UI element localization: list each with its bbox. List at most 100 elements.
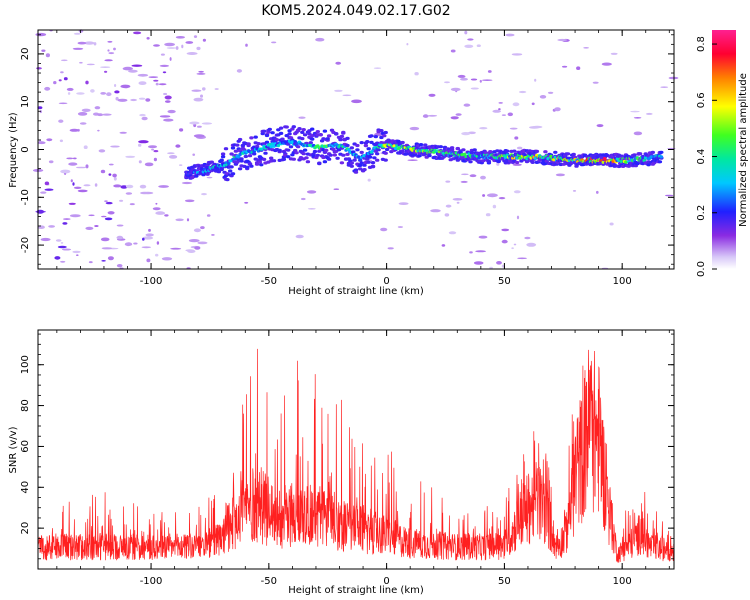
spectrogram-ridge-halo — [524, 160, 530, 164]
spectrogram-ridge-halo — [233, 149, 239, 153]
spectrogram-noise-cell — [84, 41, 95, 45]
spectrogram-noise-cell — [189, 121, 200, 125]
spectrogram-noise-cell — [456, 201, 460, 204]
spectrogram-ridge-halo — [366, 160, 371, 164]
spectrogram-ridge-halo — [468, 160, 473, 164]
spectrogram-noise-cell — [151, 148, 155, 151]
spectrogram-ridge-halo — [345, 136, 350, 140]
spectrogram-ridge-halo — [209, 160, 214, 164]
spectrogram-ridge-halo — [310, 127, 315, 131]
spectrogram-ridge-halo — [341, 131, 346, 135]
spectrogram-ridge-halo — [339, 134, 345, 138]
spectrogram-ridge-halo — [315, 130, 320, 134]
spectrogram-noise-cell — [37, 141, 46, 145]
spectrogram-noise-cell — [334, 89, 343, 92]
spectrogram-ridge-halo — [237, 167, 243, 171]
snr-x-ticks: -100 -50 0 50 100 — [56, 330, 670, 587]
spectrogram-noise-cell — [153, 150, 159, 153]
spectrogram-noise-cell — [77, 189, 88, 193]
spectrogram-ridge-halo — [301, 152, 306, 156]
spectrogram-noise-cell — [518, 90, 527, 94]
spectrogram-ridge-cell — [552, 158, 556, 162]
spectrogram-noise-cell — [441, 244, 446, 247]
spectrogram-noise-cell — [496, 163, 500, 166]
spectrogram-noise-cell — [44, 86, 51, 91]
spectrogram-noise-cell — [524, 236, 531, 240]
spectrogram-ridge-halo — [252, 152, 257, 156]
spectrogram-noise-cell — [37, 106, 43, 110]
spectrogram-ridge-halo — [449, 146, 455, 150]
spectrogram-noise-cell — [107, 49, 110, 52]
spectrogram-ridge-halo — [659, 150, 664, 154]
spectrogram-noise-cell — [422, 114, 429, 118]
spectrogram-noise-cell — [198, 70, 204, 73]
y-tick-label: 20 — [20, 522, 31, 535]
spectrogram-noise-cell — [513, 190, 521, 194]
spectrogram-noise-cell — [90, 89, 95, 93]
spectrogram-noise-cell — [196, 73, 206, 75]
spectrogram-noise-cell — [120, 185, 128, 189]
spectrogram-noise-cell — [158, 185, 170, 188]
spectrogram-noise-cell — [146, 258, 151, 263]
spectrogram-noise-cell — [455, 113, 462, 116]
spectrogram-noise-cell — [557, 38, 568, 42]
spectrogram-noise-cell — [159, 64, 170, 67]
spectrogram-noise-cell — [67, 92, 71, 95]
spectrogram-ridge-halo — [370, 165, 376, 169]
spectrogram-ridge-halo — [245, 165, 250, 169]
spectrogram-noise-cell — [85, 80, 89, 85]
spectrogram-noise-cell — [66, 87, 74, 91]
spectrogram-noise-cell — [380, 227, 388, 232]
spectrogram-noise-cell — [58, 102, 68, 105]
spectrogram-noise-cell — [554, 107, 561, 112]
spectrogram-noise-cell — [107, 256, 114, 261]
spectrogram-noise-cell — [610, 52, 618, 55]
spectrogram-ridge-halo — [257, 160, 263, 164]
spectrogram-noise-cell — [185, 41, 194, 44]
spectrogram-noise-cell — [169, 155, 178, 159]
spectrogram-noise-cell — [141, 116, 148, 121]
spectrogram-noise-cell — [131, 64, 143, 67]
spectrogram-ridge-cell — [624, 160, 628, 164]
spectrogram-noise-cell — [427, 114, 438, 117]
spectrogram-ridge-halo — [260, 132, 265, 136]
spectrogram-ridge-halo — [438, 145, 443, 149]
y-tick-label: -10 — [20, 189, 31, 205]
spectrogram-noise-cell — [142, 237, 145, 241]
colorbar-ticks: 0.0 0.2 0.4 0.6 0.8 — [696, 36, 717, 277]
spectrogram-noise-cell — [169, 57, 172, 61]
x-tick-label: 0 — [383, 276, 389, 287]
spectrogram-ridge-halo — [365, 157, 370, 161]
spectrogram-noise-cell — [373, 67, 382, 69]
spectrogram-noise-cell — [445, 204, 452, 208]
spectrogram-noise-cell — [397, 226, 403, 228]
spectrogram-noise-cell — [57, 245, 67, 249]
spectrogram-ridge-halo — [216, 170, 222, 174]
x-tick-label: -100 — [140, 276, 163, 287]
spectrogram-noise-cell — [60, 260, 66, 263]
colorbar: 0.0 0.2 0.4 0.6 0.8 Normalized spectral ampl… — [696, 30, 749, 277]
spectrogram-noise-cell — [193, 228, 201, 233]
spectrogram-ridge-halo — [261, 157, 267, 161]
spectrogram-ridge-halo — [220, 155, 226, 159]
spectrogram-noise-cell — [214, 88, 219, 90]
spectrogram-noise-cell — [335, 61, 342, 65]
spectrogram-ridge-halo — [349, 161, 354, 165]
spectrogram-noise-cell — [164, 42, 176, 47]
spectrogram-ridge-halo — [267, 127, 272, 131]
spectrogram-noise-cell — [114, 90, 120, 94]
spectrogram-noise-cell — [460, 77, 468, 81]
spectrogram-noise-cell — [479, 127, 488, 130]
x-tick-label: -50 — [261, 276, 277, 287]
spectrogram-ridge-cell — [236, 155, 241, 159]
spectrogram-noise-cell — [54, 256, 61, 260]
spectrogram-noise-cell — [124, 242, 133, 247]
snr-x-label: Height of straight line (km) — [288, 585, 424, 596]
spectrogram-ridge-halo — [240, 144, 246, 148]
spectrogram-noise-cell — [77, 41, 87, 45]
spectrogram-noise-cell — [445, 180, 451, 183]
spectrogram-noise-cell — [175, 46, 179, 50]
spectrogram-ridge-halo — [359, 150, 364, 154]
spectrogram-ridge-halo — [278, 131, 284, 135]
